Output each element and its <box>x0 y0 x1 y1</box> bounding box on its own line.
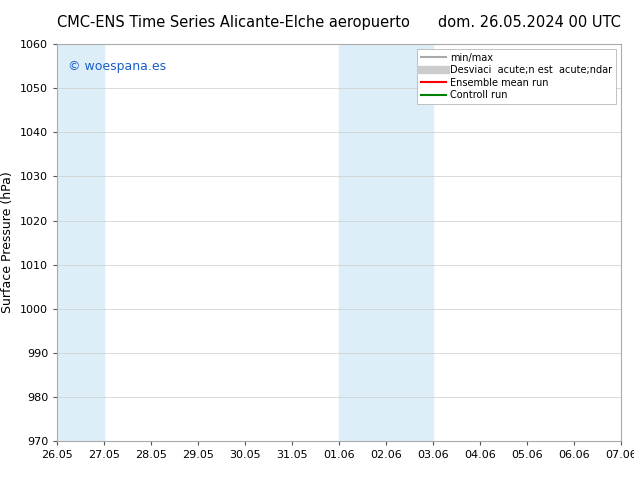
Bar <box>386 44 433 441</box>
Text: dom. 26.05.2024 00 UTC: dom. 26.05.2024 00 UTC <box>439 15 621 30</box>
Bar <box>339 44 386 441</box>
Text: © woespana.es: © woespana.es <box>68 60 167 73</box>
Legend: min/max, Desviaci  acute;n est  acute;ndar, Ensemble mean run, Controll run: min/max, Desviaci acute;n est acute;ndar… <box>417 49 616 104</box>
Y-axis label: Surface Pressure (hPa): Surface Pressure (hPa) <box>1 172 15 314</box>
Bar <box>57 44 104 441</box>
Text: CMC-ENS Time Series Alicante-Elche aeropuerto: CMC-ENS Time Series Alicante-Elche aerop… <box>57 15 410 30</box>
